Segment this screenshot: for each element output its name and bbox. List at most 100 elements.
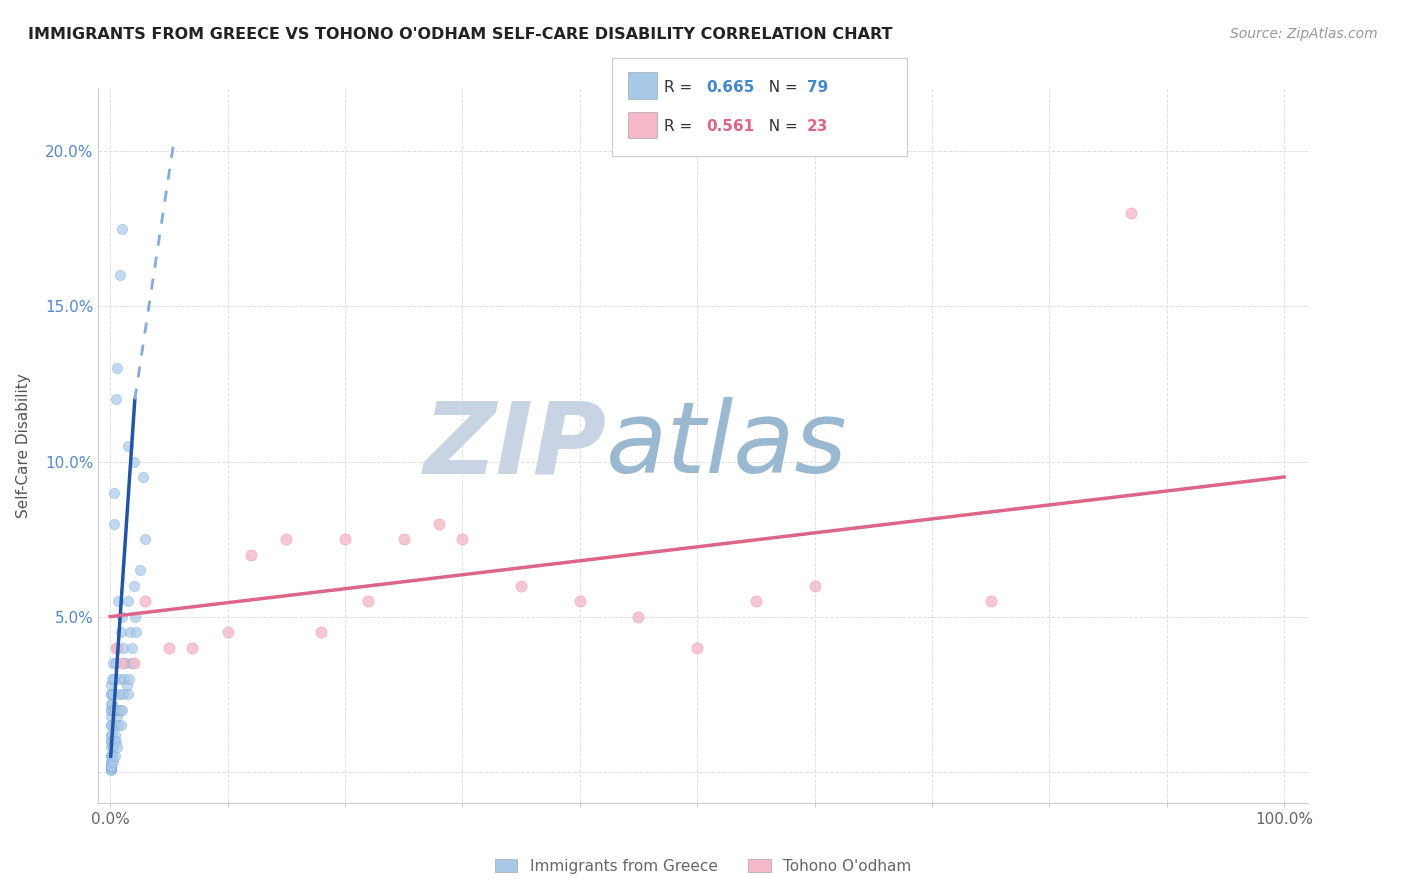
Point (105, 733, 128, 747)
Point (311, 625, 333, 640)
Point (118, 672, 141, 686)
Point (134, 532, 156, 546)
Point (100, 756, 122, 770)
Point (980, 594, 1002, 608)
Point (125, 625, 148, 640)
Point (112, 640, 135, 655)
Point (100, 749, 122, 764)
Point (240, 548, 263, 562)
Point (105, 656, 128, 670)
Point (107, 718, 129, 732)
Point (108, 703, 131, 717)
Point (111, 222, 134, 236)
Point (117, 687, 139, 701)
Point (101, 656, 124, 670)
Point (333, 532, 356, 546)
Point (100, 762, 122, 776)
Point (120, 625, 142, 640)
Point (112, 687, 135, 701)
Text: N =: N = (759, 80, 803, 95)
Point (100, 703, 122, 717)
Point (124, 609, 146, 624)
Point (111, 656, 134, 670)
Point (100, 762, 122, 776)
Point (276, 532, 298, 546)
Point (103, 485, 125, 500)
Point (134, 594, 156, 608)
Point (101, 703, 124, 717)
Text: 0.665: 0.665 (706, 80, 754, 95)
Point (100, 687, 122, 701)
Text: 23: 23 (807, 120, 828, 134)
Point (112, 672, 135, 686)
Point (110, 625, 132, 640)
Point (105, 739, 128, 754)
Point (128, 563, 150, 577)
Point (111, 609, 134, 624)
Point (122, 579, 145, 593)
Point (117, 594, 139, 608)
Point (100, 703, 122, 717)
Point (101, 672, 124, 686)
Point (100, 697, 122, 711)
Point (217, 625, 239, 640)
Point (105, 709, 128, 723)
Point (103, 718, 125, 732)
Point (103, 516, 125, 531)
Point (101, 727, 124, 741)
Point (101, 733, 124, 747)
Point (627, 609, 650, 624)
Point (1121, 206, 1143, 220)
Text: atlas: atlas (606, 398, 848, 494)
Point (107, 703, 129, 717)
Point (108, 687, 131, 701)
Point (100, 758, 122, 772)
Point (181, 640, 204, 655)
Point (100, 760, 122, 774)
Point (107, 594, 129, 608)
Point (120, 656, 142, 670)
Point (101, 756, 124, 770)
Point (101, 739, 124, 754)
Point (157, 640, 180, 655)
Point (108, 268, 131, 283)
Point (100, 678, 122, 692)
Legend: Immigrants from Greece, Tohono O'odham: Immigrants from Greece, Tohono O'odham (495, 859, 911, 873)
Point (105, 361, 128, 376)
Point (121, 640, 143, 655)
Point (132, 470, 155, 484)
Text: 79: 79 (807, 80, 828, 95)
Point (510, 579, 533, 593)
Point (357, 594, 380, 608)
Point (115, 678, 138, 692)
Text: Source: ZipAtlas.com: Source: ZipAtlas.com (1230, 27, 1378, 41)
Point (427, 516, 450, 531)
Point (100, 733, 122, 747)
Point (114, 656, 136, 670)
Point (100, 739, 122, 754)
Point (105, 392, 128, 407)
Point (122, 656, 145, 670)
Text: R =: R = (664, 120, 697, 134)
Point (100, 718, 122, 732)
Text: R =: R = (664, 80, 697, 95)
Point (392, 532, 415, 546)
Text: 0.561: 0.561 (706, 120, 754, 134)
Point (100, 709, 122, 723)
Point (100, 763, 122, 777)
Point (100, 756, 122, 770)
Point (568, 594, 591, 608)
Point (103, 733, 125, 747)
Point (686, 640, 709, 655)
Point (803, 579, 825, 593)
Point (745, 594, 768, 608)
Point (100, 758, 122, 772)
Text: N =: N = (759, 120, 803, 134)
Point (110, 718, 132, 732)
Point (104, 703, 127, 717)
Point (117, 439, 139, 453)
Point (100, 727, 122, 741)
Point (100, 687, 122, 701)
Point (100, 733, 122, 747)
Point (100, 749, 122, 764)
